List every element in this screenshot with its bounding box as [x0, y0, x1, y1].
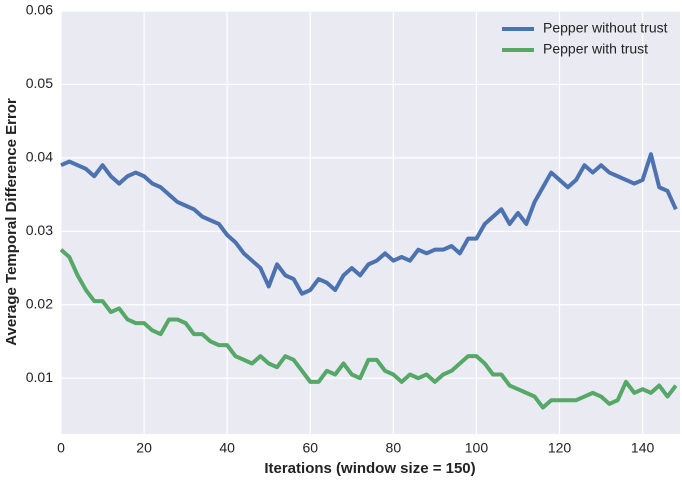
- x-axis-label: Iterations (window size = 150): [264, 460, 475, 477]
- plot-area: [61, 11, 680, 434]
- x-tick-label: 120: [548, 440, 572, 456]
- x-tick-label: 0: [57, 440, 65, 456]
- y-tick-label: 0.04: [26, 149, 53, 165]
- y-tick-label: 0.02: [26, 295, 53, 311]
- x-tick-label: 60: [302, 440, 318, 456]
- x-tick-label: 100: [465, 440, 489, 456]
- y-tick-label: 0.01: [26, 369, 53, 385]
- legend-label: Pepper without trust: [543, 20, 668, 36]
- y-tick-label: 0.03: [26, 222, 53, 238]
- y-tick-label: 0.05: [26, 75, 53, 91]
- x-tick-label: 80: [386, 440, 402, 456]
- legend-label: Pepper with trust: [543, 41, 648, 57]
- y-axis-label: Average Temporal Difference Error: [3, 98, 20, 346]
- line: [59, 248, 678, 410]
- x-tick-label: 140: [631, 440, 655, 456]
- x-tick-label: 40: [219, 440, 235, 456]
- line: [60, 152, 678, 296]
- y-tick-label: 0.06: [26, 2, 53, 18]
- x-tick-label: 20: [136, 440, 152, 456]
